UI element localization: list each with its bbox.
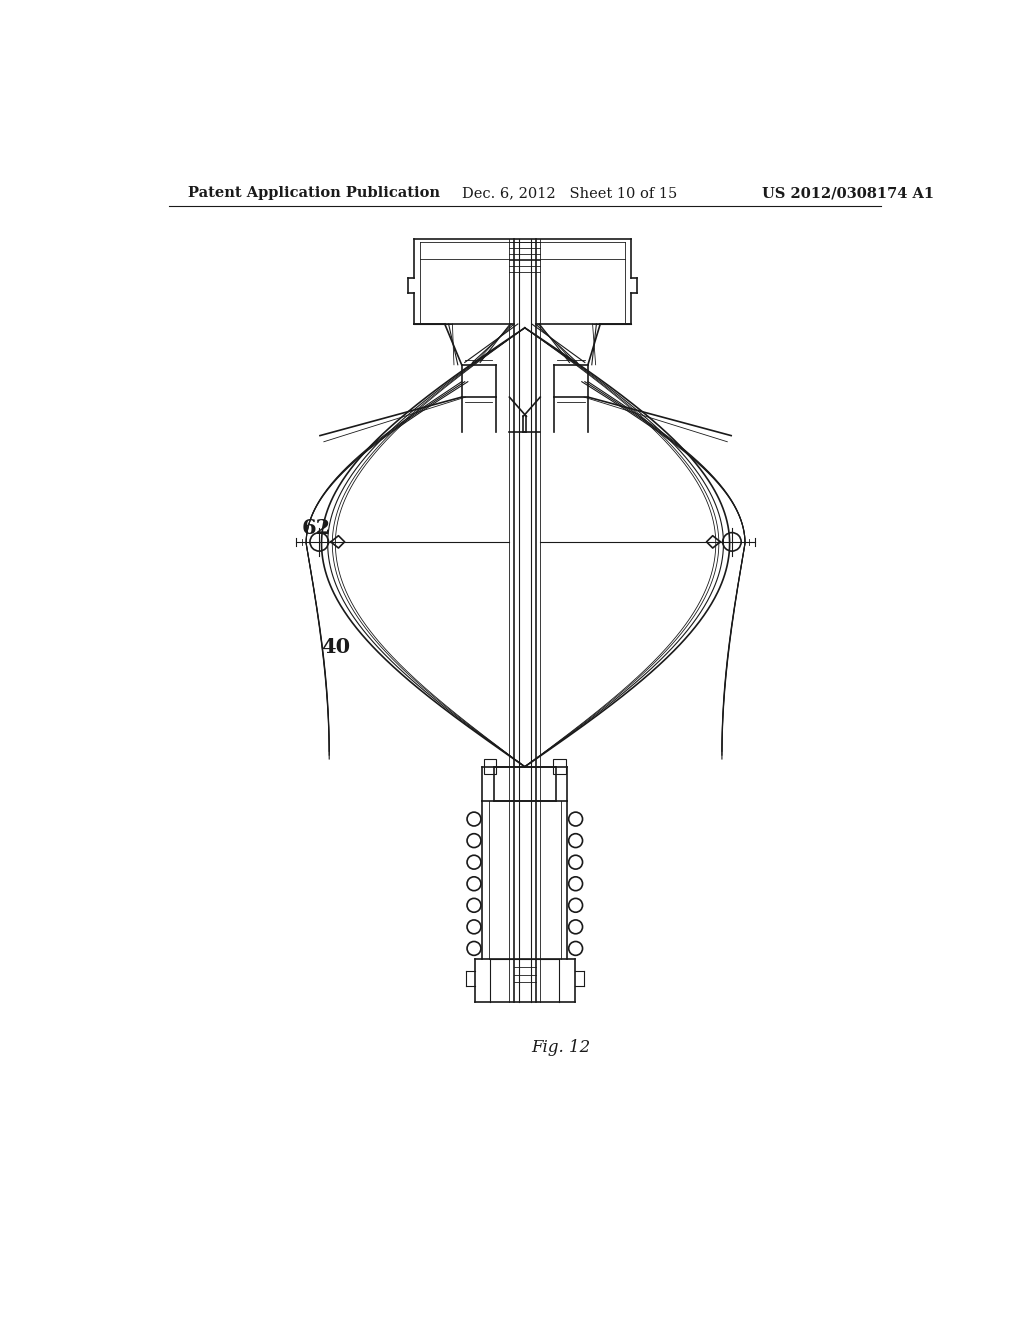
Text: Fig. 12: Fig. 12 — [531, 1039, 590, 1056]
Bar — [553, 759, 565, 775]
Text: US 2012/0308174 A1: US 2012/0308174 A1 — [762, 186, 934, 201]
Text: Dec. 6, 2012   Sheet 10 of 15: Dec. 6, 2012 Sheet 10 of 15 — [462, 186, 677, 201]
Text: 62: 62 — [301, 517, 331, 539]
Bar — [484, 759, 497, 775]
Text: Patent Application Publication: Patent Application Publication — [188, 186, 440, 201]
Text: 40: 40 — [322, 638, 350, 657]
